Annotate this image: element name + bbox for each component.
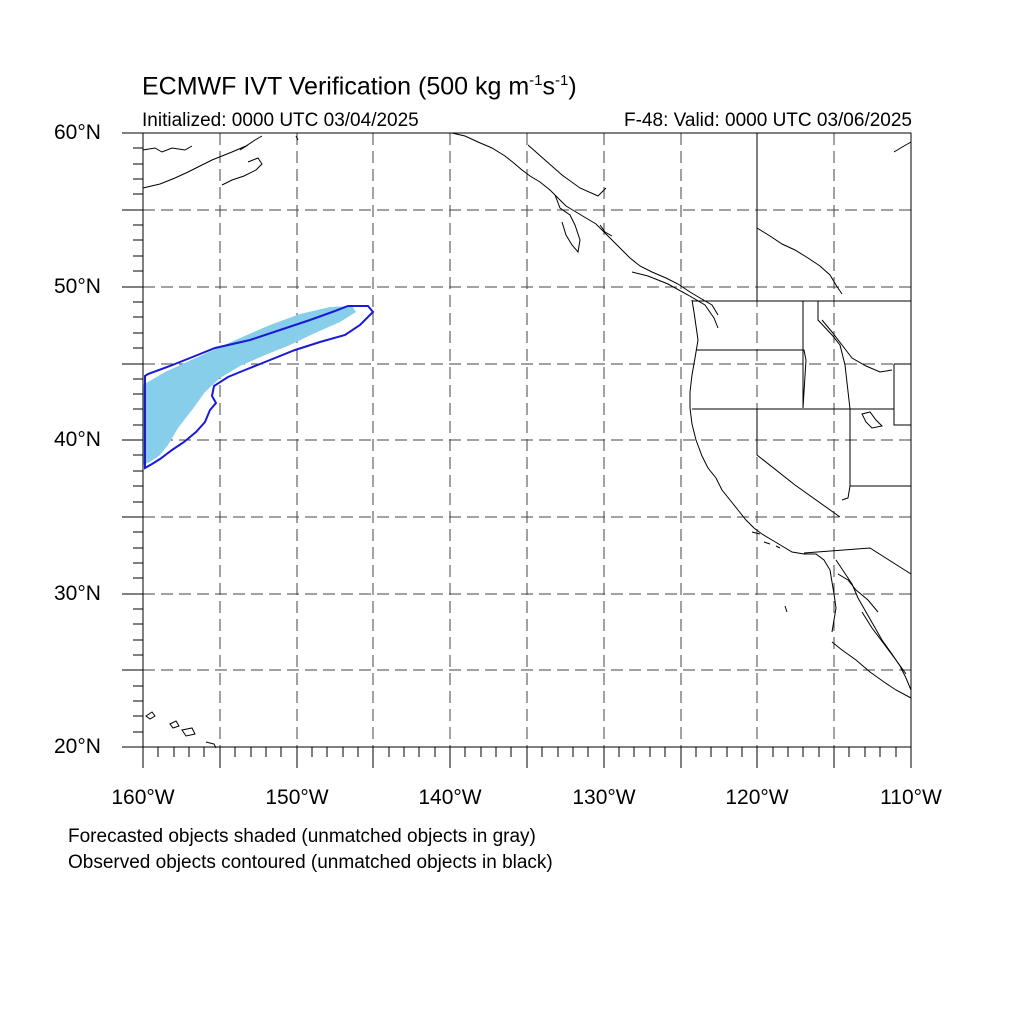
grid-lines xyxy=(143,133,911,747)
title-close: ) xyxy=(568,72,577,101)
initialized-time: Initialized: 0000 UTC 03/04/2025 xyxy=(142,110,419,131)
footnote-forecast: Forecasted objects shaded (unmatched obj… xyxy=(68,826,536,847)
lat-label-60n: 60°N xyxy=(54,121,101,144)
title-exponent-2: -1 xyxy=(555,72,569,89)
lon-label-160w: 160°W xyxy=(111,786,175,809)
title-exponent-1: -1 xyxy=(529,72,543,89)
title-main: ECMWF IVT Verification (500 kg m xyxy=(142,72,530,101)
lon-label-140w: 140°W xyxy=(418,786,482,809)
title-s: s xyxy=(542,72,556,101)
observed-object-contour xyxy=(144,305,375,470)
coastlines xyxy=(142,132,912,749)
lon-label-150w: 150°W xyxy=(265,786,329,809)
lat-ticks xyxy=(122,132,143,748)
valid-time: F-48: Valid: 0000 UTC 03/06/2025 xyxy=(624,110,912,131)
political-borders xyxy=(692,133,912,575)
lat-label-50n: 50°N xyxy=(54,275,101,298)
footnote-observed: Observed objects contoured (unmatched ob… xyxy=(68,852,553,873)
forecast-object xyxy=(143,306,356,465)
lat-label-40n: 40°N xyxy=(54,428,101,451)
lon-label-130w: 130°W xyxy=(572,786,636,809)
lon-ticks xyxy=(142,747,912,768)
lon-label-120w: 120°W xyxy=(725,786,789,809)
lon-label-110w: 110°W xyxy=(880,786,942,809)
lat-label-30n: 30°N xyxy=(54,582,101,605)
map-title: ECMWF IVT Verification (500 kg m-1s-1) xyxy=(142,72,577,101)
lat-label-20n: 20°N xyxy=(54,735,101,758)
